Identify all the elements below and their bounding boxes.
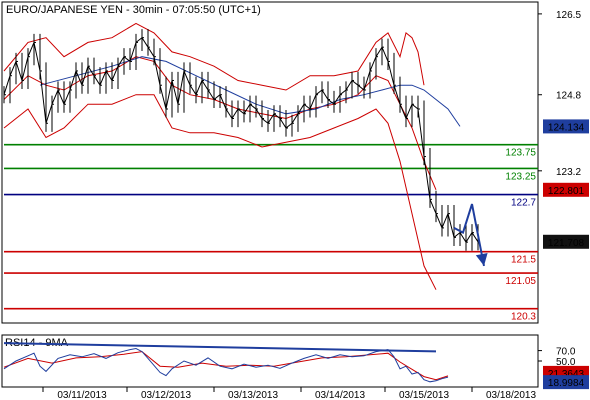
x-label-1: 03/12/2013 (141, 390, 191, 400)
rsi-badge-bg-1 (543, 375, 589, 390)
rsi-trendline (3, 342, 437, 353)
main-panel: EURO/JAPANESE YEN - 30min - 07:05:50 (UT… (1, 1, 589, 324)
rsi-tick-label-1: 50.0 (556, 357, 576, 368)
x-label-0: 03/11/2013 (57, 390, 107, 400)
x-axis: 03/11/2013 03/12/2013 03/13/2013 03/14/2013… (42, 387, 536, 400)
level-label-1: 123.25 (505, 171, 536, 182)
bb-lower-line (3, 94, 437, 290)
chart-title: EURO/JAPANESE YEN - 30min - 07:05:50 (UT… (6, 4, 261, 16)
price-badge-0: 124.134 (548, 122, 585, 133)
x-label-3: 03/14/2013 (315, 390, 365, 400)
rsi-ticks: 70.050.0 (538, 347, 576, 368)
y-axis-ticks: 126.5 124.8 123.2 (538, 10, 581, 178)
close-price-line (3, 36, 479, 244)
projection-line (453, 203, 485, 267)
price-badge-2: 121.708 (548, 238, 585, 249)
rsi-tick-label-0: 70.0 (556, 347, 576, 358)
price-candles (3, 29, 480, 251)
rsi-badge-1: 18.9984 (548, 378, 585, 389)
y-tick-label-1: 124.8 (556, 91, 581, 102)
level-label-4: 121.05 (505, 276, 536, 287)
x-label-4: 03/15/2013 (399, 390, 449, 400)
projection-path (453, 203, 488, 267)
price-badge-bg-1 (543, 182, 589, 197)
price-badge-1: 122.801 (548, 186, 585, 197)
price-badges: 124.134 122.801 121.708 (543, 119, 589, 249)
rsi-line (3, 347, 449, 383)
x-label-2: 03/13/2013 (228, 390, 278, 400)
price-badge-bg-2 (543, 234, 589, 249)
x-label-5: 03/18/2013 (486, 390, 536, 400)
rsi-plot-frame (1, 334, 539, 388)
price-badge-bg-0 (543, 119, 589, 134)
rsi-lines (3, 342, 449, 383)
price-levels: 123.75 123.25 122.7 121.5 121.05 120.3 (4, 143, 538, 323)
level-label-0: 123.75 (505, 148, 536, 159)
rsi-badge-0: 21.3643 (548, 369, 585, 380)
main-plot-frame (1, 1, 539, 324)
y-tick-label-0: 126.5 (556, 10, 581, 21)
y-tick-label-2: 123.2 (556, 167, 581, 178)
level-label-2: 122.7 (511, 198, 536, 209)
bb-upper-line (3, 22, 425, 91)
projection-arrowhead (475, 253, 488, 266)
level-label-3: 121.5 (511, 255, 536, 266)
level-label-5: 120.3 (511, 312, 536, 323)
